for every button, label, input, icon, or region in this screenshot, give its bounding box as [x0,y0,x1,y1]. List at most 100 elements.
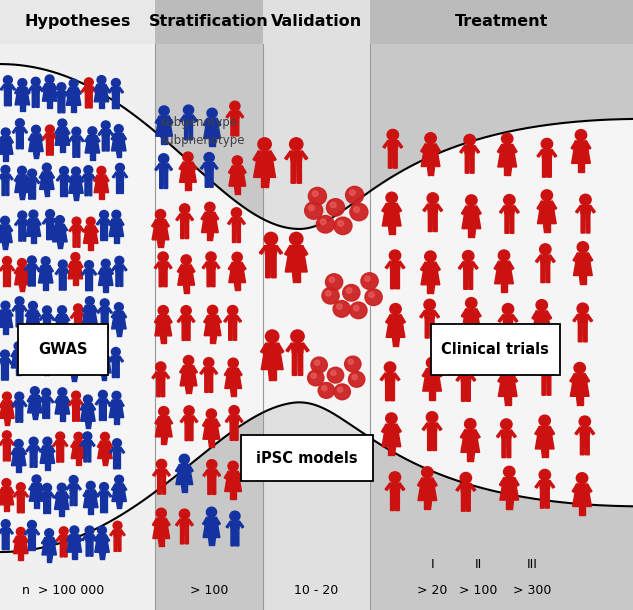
Polygon shape [65,181,68,196]
Polygon shape [465,146,475,153]
Circle shape [206,252,216,262]
Polygon shape [114,536,117,551]
Polygon shape [211,269,215,287]
Polygon shape [542,157,546,177]
Polygon shape [59,509,61,516]
Polygon shape [237,368,242,376]
Polygon shape [224,472,230,479]
Polygon shape [467,453,470,461]
Polygon shape [237,416,243,422]
Polygon shape [510,430,517,437]
Circle shape [72,217,81,226]
Circle shape [312,191,318,196]
Circle shape [84,78,93,87]
Polygon shape [111,134,126,151]
Polygon shape [229,323,232,340]
Polygon shape [226,522,232,528]
Polygon shape [39,351,44,357]
Polygon shape [89,275,92,291]
Polygon shape [185,221,189,239]
Polygon shape [423,204,429,212]
Polygon shape [108,130,113,135]
Circle shape [42,484,51,492]
Circle shape [333,301,350,317]
Polygon shape [508,261,514,270]
Polygon shape [535,426,541,435]
Polygon shape [91,174,96,180]
Text: > 100: > 100 [190,584,228,597]
Polygon shape [417,478,423,486]
Circle shape [327,199,344,216]
Polygon shape [74,106,76,112]
Polygon shape [205,375,208,392]
Polygon shape [0,401,14,418]
Polygon shape [104,373,106,379]
Polygon shape [260,246,266,254]
Polygon shape [104,225,108,240]
Polygon shape [80,440,85,447]
Circle shape [18,167,27,175]
Circle shape [113,522,122,530]
Polygon shape [228,315,237,323]
Circle shape [540,244,551,255]
Polygon shape [58,98,61,113]
Polygon shape [99,102,101,109]
Text: Validation: Validation [271,15,362,29]
Circle shape [206,409,216,419]
Polygon shape [0,85,5,90]
Polygon shape [539,481,550,489]
Polygon shape [50,446,55,453]
Polygon shape [504,323,508,342]
Circle shape [32,125,41,134]
Polygon shape [420,310,426,318]
Polygon shape [79,176,84,182]
Polygon shape [100,219,108,225]
Polygon shape [573,484,591,506]
Polygon shape [53,224,57,231]
Circle shape [159,154,169,163]
Polygon shape [76,459,78,465]
Circle shape [27,256,36,265]
Polygon shape [49,265,53,272]
Polygon shape [103,405,106,420]
Polygon shape [72,400,80,406]
Polygon shape [548,157,551,177]
Polygon shape [77,232,80,247]
Polygon shape [106,135,109,151]
Polygon shape [153,518,158,526]
Polygon shape [0,401,4,407]
Circle shape [422,467,433,478]
Polygon shape [35,529,40,535]
Polygon shape [290,151,303,160]
Polygon shape [9,440,15,445]
Polygon shape [49,555,52,562]
Circle shape [46,210,54,218]
Polygon shape [212,163,218,169]
Polygon shape [212,476,216,494]
Circle shape [85,296,94,305]
Polygon shape [180,526,184,544]
Polygon shape [175,519,181,526]
Polygon shape [47,101,49,108]
Circle shape [184,356,194,365]
Polygon shape [66,484,71,490]
Polygon shape [155,417,172,437]
Polygon shape [238,522,244,528]
Polygon shape [209,138,212,146]
Polygon shape [431,478,437,486]
FancyBboxPatch shape [18,324,108,375]
Polygon shape [79,226,84,232]
Polygon shape [470,374,476,381]
Polygon shape [163,336,166,343]
Polygon shape [4,418,7,425]
Polygon shape [47,368,49,375]
Polygon shape [90,440,95,447]
Polygon shape [577,314,588,322]
Polygon shape [385,381,389,401]
Polygon shape [396,337,399,346]
Circle shape [100,299,109,307]
Circle shape [539,470,551,481]
Polygon shape [98,268,103,274]
Circle shape [464,134,475,145]
Polygon shape [229,262,246,282]
